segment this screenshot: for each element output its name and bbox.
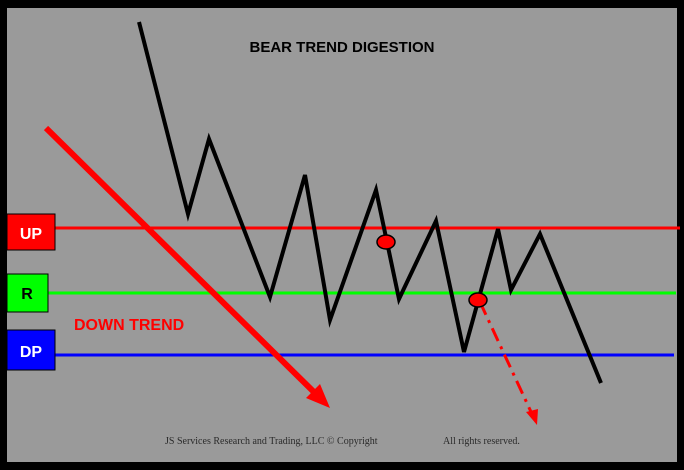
- break-marker-1: [376, 234, 396, 250]
- up-level-label: UP: [20, 226, 43, 243]
- projection-dashed-line: [478, 301, 534, 415]
- diagram-title: BEAR TREND DIGESTION: [249, 39, 434, 56]
- projection-arrowhead: [526, 409, 538, 425]
- price-path-line: [137, 21, 603, 384]
- break-marker-2: [468, 292, 488, 308]
- dp-level-box: DP: [6, 329, 56, 371]
- diagram-panel: [7, 8, 677, 462]
- r-level-label: R: [21, 286, 33, 303]
- r-level-box: R: [6, 273, 49, 313]
- down-trend-arrow-shaft: [43, 125, 323, 401]
- up-level-box: UP: [6, 213, 56, 251]
- footer-copyright: JS Services Research and Trading, LLC © …: [165, 436, 378, 447]
- dp-level-label: DP: [20, 344, 43, 361]
- down-trend-label: DOWN TREND: [74, 317, 184, 334]
- down-trend-arrowhead: [306, 384, 330, 408]
- footer-rights: All rights reserved.: [443, 436, 520, 447]
